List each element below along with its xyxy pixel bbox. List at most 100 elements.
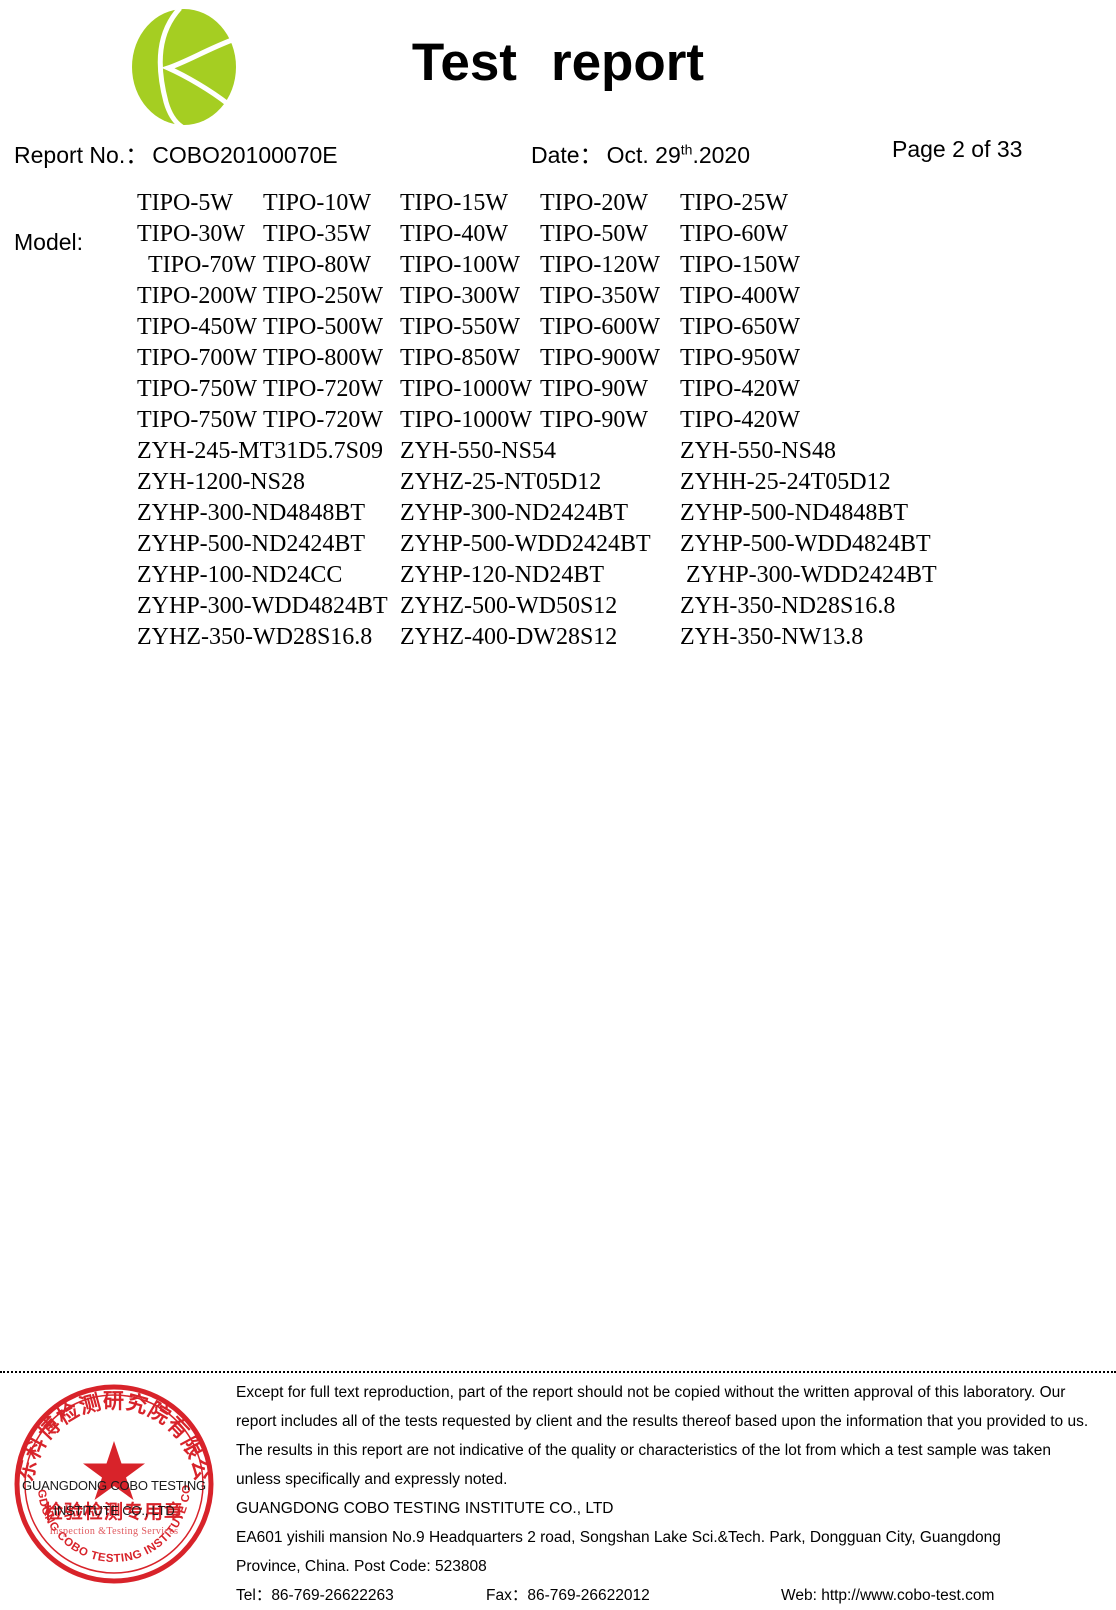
footer-website[interactable]: Web: http://www.cobo-test.com [781,1587,995,1604]
model-value: ZYH-1200-NS28 [137,469,305,495]
model-value: TIPO-100W [400,252,520,278]
model-row: TIPO-750W TIPO-720W TIPO-1000W TIPO-90W TIPO… [0,376,1116,407]
model-value: TIPO-30W [137,221,245,247]
model-value: TIPO-850W [400,345,520,371]
model-value: TIPO-750W [137,376,257,402]
model-value: ZYHZ-500-WD50S12 [400,593,618,619]
model-row: ZYHP-300-WDD4824BT ZYHZ-500-WD50S12 ZYH-35… [0,593,1116,624]
model-list: TIPO-5W TIPO-10W TIPO-15W TIPO-20W TIPO-25W T… [0,190,1116,655]
stamp-overlay-line-2: INSTITUTE CO., LTD [53,1502,175,1518]
model-value: TIPO-950W [680,345,800,371]
model-row: ZYHP-300-ND4848BT ZYHP-300-ND2424BT ZYHP-5… [0,500,1116,531]
model-value: ZYHP-300-WDD4824BT [137,593,388,619]
model-value: ZYHP-500-WDD2424BT [400,531,651,557]
model-label: Model: [14,229,84,255]
model-value: TIPO-1000W [400,376,532,402]
model-row: ZYH-245-MT31D5.7S09 ZYH-550-NS54 ZYH-550-N… [0,438,1116,469]
report-date-ordinal: th [680,141,693,158]
model-value: TIPO-90W [540,376,648,402]
model-value: TIPO-35W [263,221,371,247]
model-value: ZYHP-500-WDD4824BT [680,531,931,557]
model-row: ZYHZ-350-WD28S16.8 ZYHZ-400-DW28S12 ZYH-35… [0,624,1116,655]
model-value: TIPO-500W [263,314,383,340]
model-value: TIPO-700W [137,345,257,371]
report-number-label: Report No.： [14,142,149,168]
title-word-report: report [550,33,705,92]
model-value: TIPO-450W [137,314,257,340]
model-value: TIPO-120W [540,252,660,278]
model-value: ZYH-350-ND28S16.8 [680,593,896,619]
model-value: ZYHP-300-WDD2424BT [686,562,937,588]
page-indicator: Page 2 of 33 [892,136,1023,162]
model-value: ZYH-245-MT31D5.7S09 [137,438,383,464]
model-value: ZYH-550-NS54 [400,438,556,464]
model-value: ZYHZ-400-DW28S12 [400,624,618,650]
model-value: TIPO-300W [400,283,520,309]
footer-fax: Fax：86-769-26622012 [486,1587,650,1604]
model-value: TIPO-5W [137,190,233,216]
model-row: TIPO-30W TIPO-35W TIPO-40W TIPO-50W TIPO-60W [0,221,1116,252]
model-value: ZYHZ-350-WD28S16.8 [137,624,373,650]
model-row: TIPO-200W TIPO-250W TIPO-300W TIPO-350W TIPO… [0,283,1116,314]
model-value: TIPO-25W [680,190,788,216]
model-value: TIPO-900W [540,345,660,371]
model-value: ZYHP-120-ND24BT [400,562,604,588]
footer-separator [0,1371,1116,1373]
title-word-test: Test [411,33,517,92]
model-value: TIPO-80W [263,252,371,278]
model-value: TIPO-20W [540,190,648,216]
model-value: TIPO-750W [137,407,257,433]
footer-telephone: Tel：86-769-26622263 [236,1587,394,1604]
model-value: ZYH-350-NW13.8 [680,624,864,650]
model-value: TIPO-15W [400,190,508,216]
model-value: TIPO-10W [263,190,371,216]
footer-address-line-1: EA601 yishili mansion No.9 Headquarters … [236,1529,1001,1546]
svg-text:Inspection &Testing Services: Inspection &Testing Services [50,1526,179,1537]
cobo-leaf-logo [128,6,240,130]
model-row: TIPO-750W TIPO-720W TIPO-1000W TIPO-90W TIPO… [0,407,1116,438]
model-row: TIPO-450W TIPO-500W TIPO-550W TIPO-600W TIPO… [0,314,1116,345]
footer-disclaimer-line-3: The results in this report are not indic… [236,1442,1051,1459]
model-value: TIPO-600W [540,314,660,340]
model-value: TIPO-350W [540,283,660,309]
svg-text:检验检测专用章: 检验检测专用章 [44,1500,184,1523]
model-value: TIPO-60W [680,221,788,247]
report-date: Date： Oct. 29th.2020 [531,136,750,170]
model-value: TIPO-70W [148,252,256,278]
model-value: TIPO-50W [540,221,648,247]
report-number-value: COBO20100070E [152,142,338,168]
model-value: TIPO-420W [680,407,800,433]
model-value: ZYHP-500-ND2424BT [137,531,365,557]
model-value: ZYHP-100-ND24CC [137,562,343,588]
footer-text-block: Except for full text reproduction, part … [236,1378,1096,1610]
model-value: TIPO-150W [680,252,800,278]
model-row: ZYHP-100-ND24CC ZYHP-120-ND24BT ZYHP-300-W… [0,562,1116,593]
model-value: ZYHP-300-ND2424BT [400,500,628,526]
stamp-overlay-text: GUANGDONG COBO TESTING INSTITUTE CO., LT… [8,1474,220,1523]
model-row: TIPO-700W TIPO-800W TIPO-850W TIPO-900W TIPO… [0,345,1116,376]
model-row: ZYHP-500-ND2424BT ZYHP-500-WDD2424BT ZYHP-… [0,531,1116,562]
model-value: TIPO-720W [263,376,383,402]
footer-address-line-2: Province, China. Post Code: 523808 [236,1558,487,1575]
model-value: TIPO-200W [137,283,257,309]
model-value: ZYHZ-25-NT05D12 [400,469,602,495]
footer-disclaimer-line-1: Except for full text reproduction, part … [236,1384,1066,1401]
model-value: TIPO-650W [680,314,800,340]
model-row: TIPO-5W TIPO-10W TIPO-15W TIPO-20W TIPO-25W [0,190,1116,221]
model-value: ZYH-550-NS48 [680,438,836,464]
model-value: TIPO-550W [400,314,520,340]
model-value: TIPO-250W [263,283,383,309]
report-date-label: Date： [531,142,603,168]
report-number: Report No.： COBO20100070E [14,136,338,170]
model-value: TIPO-90W [540,407,648,433]
model-value: ZYHH-25-24T05D12 [680,469,891,495]
model-value: TIPO-420W [680,376,800,402]
model-value: ZYHP-300-ND4848BT [137,500,365,526]
report-date-year: .2020 [692,142,750,168]
model-value: TIPO-400W [680,283,800,309]
footer-disclaimer-line-4: unless specifically and expressly noted. [236,1471,508,1488]
model-value: TIPO-40W [400,221,508,247]
report-date-value: Oct. 29 [606,142,681,168]
footer-disclaimer-line-2: report includes all of the tests request… [236,1413,1089,1430]
report-meta-line: Report No.： COBO20100070E Date： Oct. 29th.… [0,136,1116,170]
